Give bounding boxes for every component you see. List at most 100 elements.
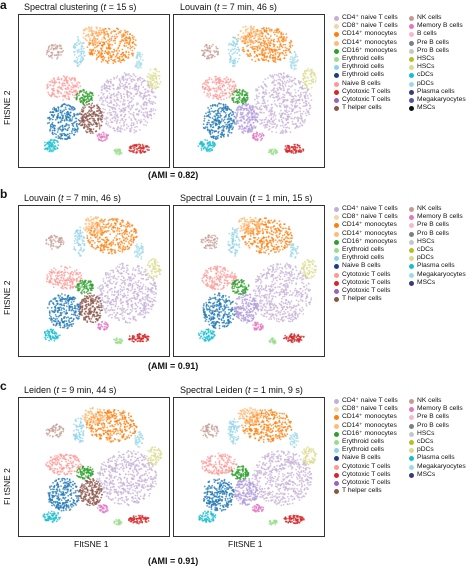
cell-point [51, 108, 54, 110]
cell-point [110, 248, 113, 251]
cell-point [290, 62, 293, 65]
cell-point [136, 125, 138, 128]
cell-point [228, 52, 230, 55]
cell-point [247, 116, 250, 119]
cell-point [268, 151, 271, 154]
cell-point [120, 95, 123, 98]
cell-point [55, 81, 58, 84]
cell-point [242, 127, 245, 130]
cell-point [136, 53, 139, 56]
cell-point [224, 115, 227, 118]
cell-point [207, 81, 209, 84]
cell-point [290, 110, 293, 113]
legend-item: HSCs [409, 55, 466, 63]
cell-point [234, 59, 237, 62]
cell-point [293, 100, 295, 103]
cell-point [51, 81, 54, 83]
cell-point [87, 229, 90, 232]
cell-point [229, 95, 232, 97]
cell-point [126, 291, 129, 293]
cell-point [231, 48, 233, 51]
cell-point [140, 302, 142, 305]
cell-point [280, 31, 283, 34]
cell-point [100, 86, 103, 89]
cell-point [289, 93, 292, 96]
legend-item: CD8⁺ naive T cells [334, 22, 398, 30]
cell-point [100, 133, 103, 136]
cell-point [299, 112, 302, 115]
cell-point [259, 118, 261, 121]
cell-point [90, 232, 92, 235]
cell-point [102, 32, 105, 34]
cell-point [128, 42, 131, 44]
cell-point [246, 115, 249, 118]
legend-label: Cytotoxic T cells [342, 96, 391, 104]
cell-point [267, 129, 270, 131]
cell-point [255, 89, 258, 92]
cell-point [57, 112, 60, 115]
cell-point [124, 232, 127, 234]
cell-point [140, 277, 143, 280]
cell-point [99, 231, 102, 233]
cell-point [282, 77, 285, 80]
cell-point [84, 229, 87, 232]
cell-point [233, 96, 236, 99]
cell-point [281, 96, 283, 99]
cell-point [140, 107, 143, 109]
cell-point [70, 91, 73, 94]
cell-point [300, 80, 302, 83]
cell-point [56, 47, 58, 50]
cell-point [88, 30, 90, 33]
cell-point [130, 238, 133, 241]
cell-point [275, 127, 277, 129]
cell-point [63, 79, 65, 82]
cell-point [95, 38, 97, 41]
cell-point [269, 95, 272, 97]
cell-point [126, 79, 128, 82]
cell-point [133, 74, 136, 77]
cell-point [111, 55, 113, 57]
cell-point [143, 104, 145, 107]
cell-point [129, 112, 132, 115]
cell-point [135, 88, 138, 91]
cell-point [71, 109, 73, 111]
cell-point [278, 46, 281, 48]
cell-point [215, 112, 218, 115]
cell-point [285, 146, 288, 149]
legend-swatch [409, 16, 414, 21]
cell-point [252, 135, 255, 137]
cell-point [277, 72, 280, 75]
cell-point [294, 152, 297, 154]
cell-point [116, 218, 119, 220]
cell-point [106, 95, 109, 97]
cell-point [145, 104, 148, 107]
cell-point [275, 131, 278, 134]
cell-point [79, 98, 81, 100]
cell-point [156, 83, 159, 85]
cell-point [264, 125, 267, 128]
cell-point [98, 126, 101, 128]
cell-point [261, 51, 263, 54]
cell-point [121, 118, 124, 120]
cell-point [288, 149, 290, 152]
cell-point [69, 108, 71, 111]
cell-point [76, 58, 79, 61]
cell-point [289, 44, 292, 46]
cell-point [206, 85, 209, 87]
cell-point [229, 84, 231, 87]
cell-point [114, 117, 117, 120]
cell-point [285, 54, 288, 56]
cell-point [146, 113, 149, 116]
cell-point [217, 131, 220, 134]
cell-point [146, 89, 149, 92]
cell-point [89, 39, 91, 42]
cell-point [104, 282, 107, 285]
cell-point [277, 99, 279, 102]
cell-point [109, 113, 112, 116]
cell-point [105, 81, 108, 83]
cell-point [150, 108, 153, 111]
cell-point [104, 118, 107, 120]
legend-item: CD14⁺ monocytes [334, 39, 398, 47]
cell-point [137, 143, 140, 146]
cell-point [103, 308, 106, 310]
